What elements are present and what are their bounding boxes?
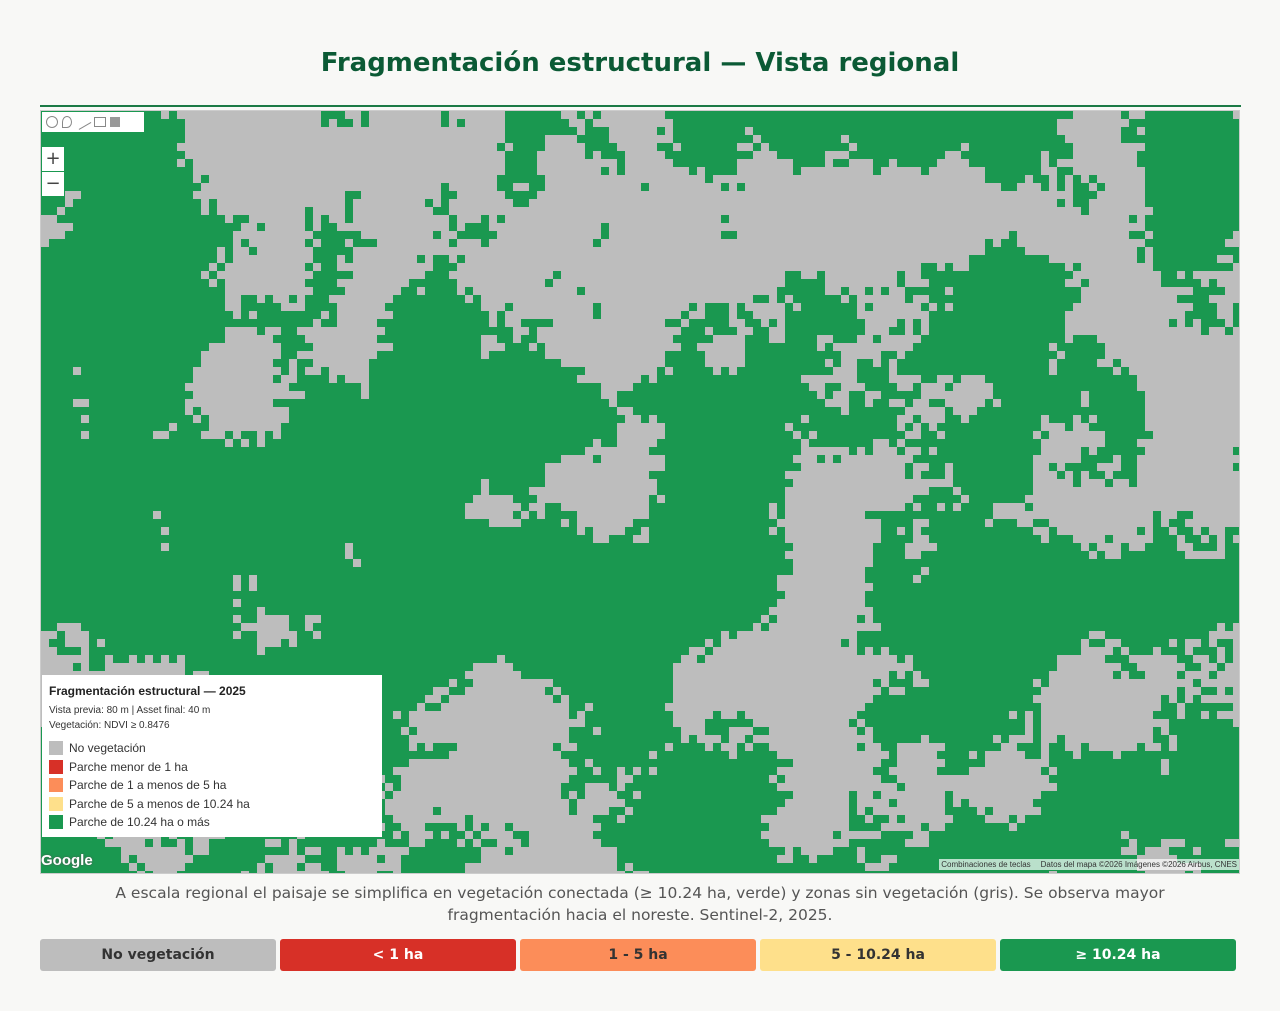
legend-swatch: [49, 815, 63, 830]
google-logo: Google: [41, 852, 93, 869]
rectangle-tool[interactable]: [110, 117, 120, 127]
class-chip[interactable]: 5 - 10.24 ha: [760, 939, 996, 971]
zoom-in[interactable]: +: [42, 147, 64, 171]
class-chips: No vegetación < 1 ha 1 - 5 ha 5 - 10.24 ha ≥…: [40, 939, 1236, 971]
legend-threshold: Vegetación: NDVI ≥ 0.8476: [49, 720, 170, 731]
drawing-tools[interactable]: [42, 112, 144, 132]
legend-items: No vegetación Parche menor de 1 ha Parche …: [49, 739, 375, 832]
title: Fragmentación estructural — Vista region…: [320, 48, 960, 78]
class-chip[interactable]: < 1 ha: [280, 939, 516, 971]
class-chip[interactable]: 1 - 5 ha: [520, 939, 756, 971]
keyboard-shortcuts[interactable]: Combinaciones de teclas: [941, 860, 1031, 869]
class-chip[interactable]: ≥ 10.24 ha: [1000, 939, 1236, 971]
no-vegetation: [41, 111, 1239, 873]
legend: Fragmentación estructural — 2025 Vista p…: [42, 675, 382, 837]
class-chip[interactable]: No vegetación: [40, 939, 276, 971]
divider: [40, 105, 1241, 107]
line-tool[interactable]: [74, 114, 92, 130]
legend-item: Parche de 10.24 ha o más: [49, 813, 375, 832]
legend-subtitle: Vista previa: 80 m | Asset final: 40 m: [49, 705, 211, 716]
point-tool[interactable]: [62, 116, 72, 128]
legend-label: No vegetación: [69, 741, 146, 756]
legend-item: No vegetación: [49, 739, 375, 758]
legend-label: Parche de 10.24 ha o más: [69, 815, 210, 830]
legend-swatch: [49, 778, 63, 793]
map-data: Datos del mapa ©2026 Imágenes ©2026 Airb…: [1040, 860, 1237, 869]
zoom-out[interactable]: −: [42, 172, 64, 196]
legend-item: Parche menor de 1 ha: [49, 758, 375, 777]
legend-label: Parche menor de 1 ha: [69, 759, 188, 774]
legend-label: Parche de 1 a menos de 5 ha: [69, 778, 227, 793]
legend-title: Fragmentación estructural — 2025: [49, 684, 246, 698]
polygon-tool[interactable]: [94, 117, 106, 127]
pan-tool[interactable]: [46, 116, 58, 128]
legend-swatch: [49, 796, 63, 811]
map[interactable]: + − Fragmentación estructural — 2025 Vis…: [40, 110, 1240, 874]
attribution: Combinaciones de teclas Datos del mapa ©…: [939, 859, 1239, 870]
legend-swatch: [49, 759, 63, 774]
legend-label: Parche de 5 a menos de 10.24 ha: [69, 796, 250, 811]
legend-item: Parche de 1 a menos de 5 ha: [49, 776, 375, 795]
legend-item: Parche de 5 a menos de 10.24 ha: [49, 795, 375, 814]
legend-swatch: [49, 741, 63, 756]
caption: A escala regional el paisaje se simplifi…: [115, 884, 1165, 924]
